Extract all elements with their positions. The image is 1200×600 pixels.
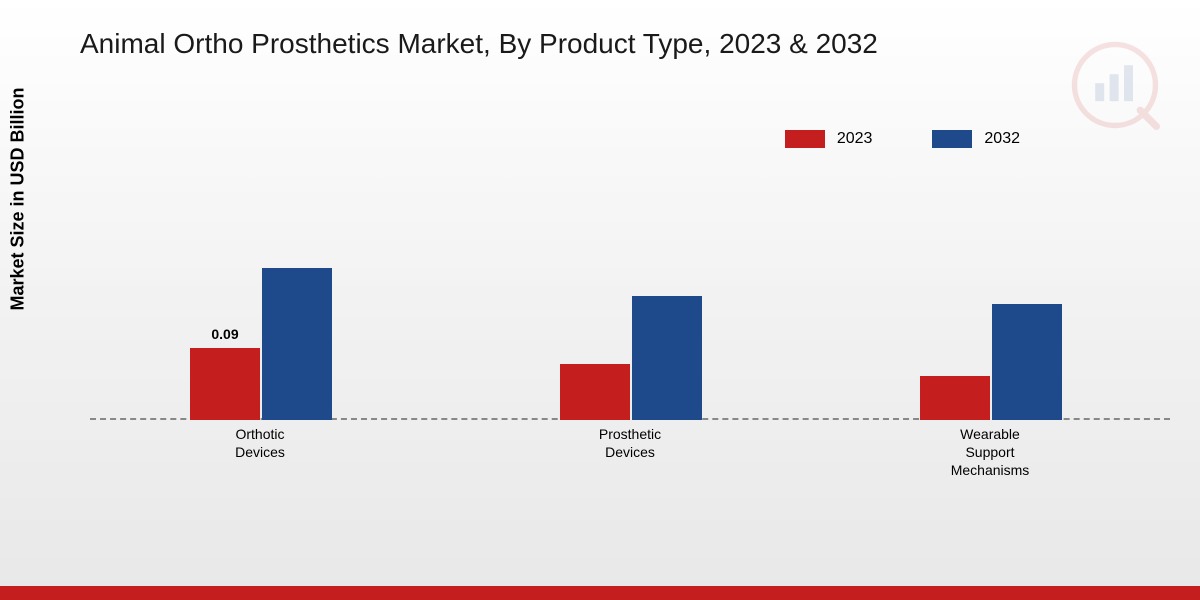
chart-title: Animal Ortho Prosthetics Market, By Prod…	[80, 28, 878, 60]
bar-2023	[560, 364, 630, 420]
bar-group: 0.09	[190, 268, 332, 420]
bar-2023	[920, 376, 990, 420]
category-label: OrthoticDevices	[235, 425, 285, 461]
category-label: WearableSupportMechanisms	[951, 425, 1030, 480]
legend-swatch-2023	[785, 130, 825, 148]
chart-area: 0.09	[90, 200, 1170, 420]
bar-group	[920, 304, 1062, 420]
bar-2032	[632, 296, 702, 420]
footer-bar	[0, 586, 1200, 600]
brand-logo-icon	[1070, 40, 1160, 130]
bar-2032	[992, 304, 1062, 420]
legend-item-2032: 2032	[932, 130, 1020, 148]
legend-label-2032: 2032	[984, 130, 1020, 148]
legend-label-2023: 2023	[837, 130, 873, 148]
bar-group	[560, 296, 702, 420]
bar-value-label: 0.09	[211, 326, 238, 342]
legend-item-2023: 2023	[785, 130, 873, 148]
category-label: ProstheticDevices	[599, 425, 661, 461]
bar-2023: 0.09	[190, 348, 260, 420]
bar-2032	[262, 268, 332, 420]
y-axis-label: Market Size in USD Billion	[8, 87, 29, 310]
legend: 2023 2032	[785, 130, 1020, 148]
legend-swatch-2032	[932, 130, 972, 148]
